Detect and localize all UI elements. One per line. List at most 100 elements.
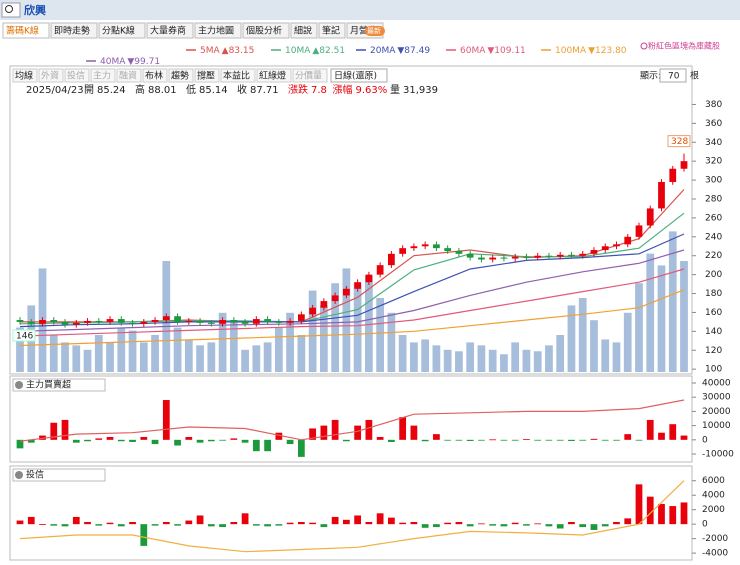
volume-bar: [308, 290, 317, 372]
volume-bar: [49, 335, 58, 372]
close-icon[interactable]: [15, 381, 23, 389]
legend-value: ▲83.15: [222, 46, 255, 56]
y-tick-label: 280: [705, 194, 722, 204]
volume-bar: [151, 335, 159, 372]
legend-value: ▼109.11: [487, 46, 525, 56]
bar: [174, 524, 181, 526]
close-icon[interactable]: [15, 471, 23, 479]
candle-body: [624, 236, 632, 245]
y-tick-label: 0: [702, 435, 708, 445]
quote-label: 收: [237, 83, 247, 96]
volume-bar: [680, 261, 688, 372]
bar: [252, 524, 260, 526]
toolbar-button[interactable]: [142, 68, 168, 83]
y-tick-label: 200: [705, 270, 722, 280]
legend-name: 5MA: [200, 46, 220, 56]
y-tick-label: 380: [705, 100, 722, 110]
volume-bar: [601, 339, 610, 372]
tab[interactable]: [98, 22, 146, 39]
candle-body: [342, 288, 350, 296]
volume-bar: [106, 342, 114, 372]
bar: [478, 439, 485, 441]
search-icon: [5, 5, 13, 13]
quote-value: 85.24: [97, 85, 126, 96]
volume-bar: [657, 265, 666, 372]
toolbar-button[interactable]: [12, 68, 38, 83]
volume-bar: [342, 268, 351, 372]
display-value: 70: [668, 72, 680, 82]
toolbar-button[interactable]: [90, 68, 116, 83]
toolbar-button-label: 撐壓: [197, 70, 215, 82]
candle-body: [241, 321, 249, 324]
toolbar-button[interactable]: [194, 68, 220, 83]
bar: [680, 502, 688, 525]
toolbar-button[interactable]: [116, 68, 142, 83]
bar: [61, 419, 69, 440]
panel-title-box[interactable]: [12, 468, 106, 482]
legend-name: 60MA: [460, 46, 486, 56]
tab[interactable]: [242, 22, 290, 39]
ma-line: [19, 249, 685, 332]
tab[interactable]: [194, 22, 242, 39]
volume-bar: [421, 339, 430, 372]
bar: [151, 524, 159, 526]
y-tick-label: 140: [705, 327, 722, 337]
volume-bar: [376, 298, 385, 372]
tab[interactable]: [290, 22, 318, 39]
bar: [16, 520, 24, 525]
panel-title-box[interactable]: [12, 378, 106, 392]
y-tick-label: 300: [705, 176, 722, 186]
bar: [590, 524, 598, 530]
period-select[interactable]: [330, 68, 388, 83]
candle-body: [207, 322, 215, 324]
volume-bar: [410, 342, 418, 372]
tab-label: 個股分析: [246, 25, 282, 37]
volume-bar: [173, 327, 182, 372]
legend-value: ▼87.49: [397, 46, 430, 56]
toolbar-button[interactable]: [220, 68, 256, 83]
volume-bar: [117, 327, 126, 372]
tab[interactable]: [2, 22, 50, 39]
indicator-line: [19, 480, 685, 553]
indicator-line: [19, 399, 685, 442]
legend-entry: 60MA ▼109.11: [460, 46, 526, 56]
candle-body: [478, 257, 485, 260]
toolbar-button[interactable]: [38, 68, 64, 83]
candle-body: [646, 208, 654, 226]
candle-body: [410, 246, 418, 249]
tab[interactable]: [50, 22, 98, 39]
tab[interactable]: [318, 22, 346, 39]
bar: [106, 436, 114, 440]
bar: [129, 521, 136, 525]
toolbar-button[interactable]: [64, 68, 90, 83]
legend-entry: 20MA ▼87.49: [370, 46, 430, 56]
candle-body: [117, 319, 125, 323]
tab-label: 即時走勢: [54, 25, 90, 37]
bar: [421, 439, 429, 442]
bar: [568, 521, 575, 525]
toolbar-button[interactable]: [168, 68, 194, 83]
toolbar-button-label: 布林: [145, 70, 163, 82]
quote-label: 量: [390, 84, 400, 96]
legend-value: ▼123.80: [588, 46, 627, 56]
quote-value: 31,939: [403, 85, 438, 96]
candle-body: [320, 301, 328, 308]
y-tick-label: 160: [705, 308, 722, 318]
display-input[interactable]: [659, 68, 687, 83]
bar: [207, 439, 215, 442]
quote-label: 低: [186, 83, 196, 96]
toolbar-button[interactable]: [256, 68, 292, 83]
quote-value: 9.63%: [356, 85, 388, 96]
legend-value: ▼99.71: [127, 57, 160, 67]
bar: [489, 524, 497, 526]
candle-body: [444, 248, 452, 251]
panel-title: 主力買賣超: [26, 379, 71, 391]
candle-body: [556, 254, 564, 257]
toolbar-button-label: 均線: [15, 70, 33, 82]
toolbar-button[interactable]: [292, 68, 328, 83]
y-tick-label: 260: [705, 213, 722, 223]
bar: [331, 419, 339, 440]
candle-body: [331, 295, 339, 302]
tab[interactable]: [146, 22, 194, 39]
search-button[interactable]: [1, 2, 21, 18]
